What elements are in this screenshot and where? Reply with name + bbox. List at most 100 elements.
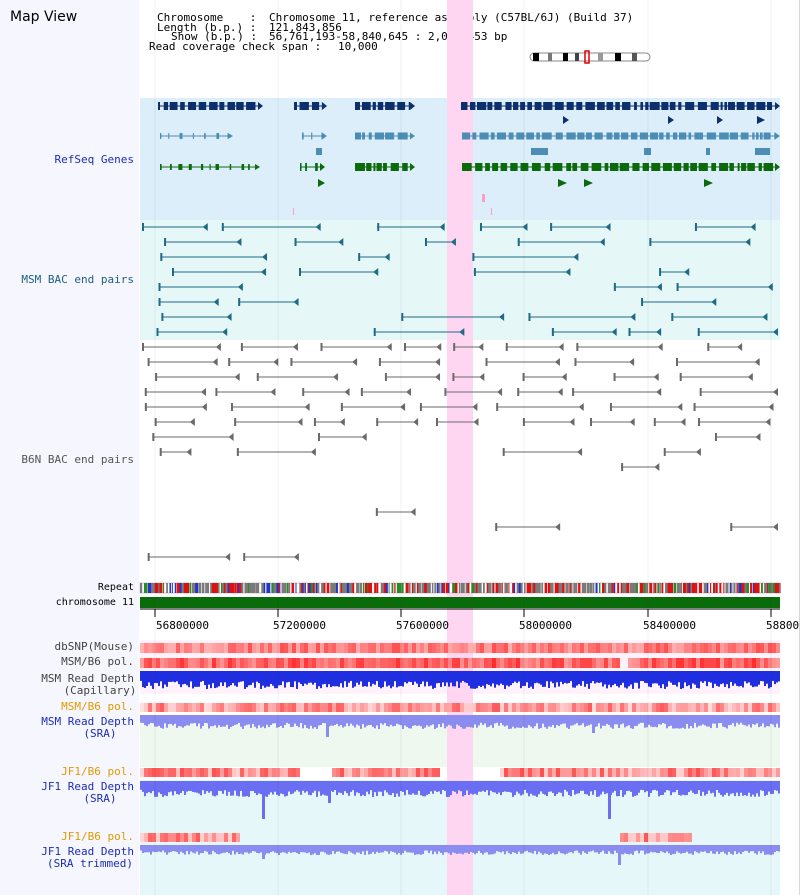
depth-bar bbox=[650, 781, 652, 793]
depth-bar bbox=[372, 715, 374, 727]
depth-bar bbox=[634, 845, 636, 852]
depth-bar bbox=[588, 715, 590, 726]
depth-bar bbox=[298, 781, 300, 792]
depth-bar bbox=[172, 845, 174, 852]
depth-bar bbox=[530, 781, 532, 794]
heat-cell bbox=[248, 703, 252, 712]
heat-cell bbox=[436, 658, 440, 668]
depth-bar bbox=[604, 715, 606, 726]
depth-bar bbox=[254, 781, 256, 793]
repeat-feature bbox=[391, 583, 394, 593]
depth-bar bbox=[408, 845, 410, 853]
depth-bar bbox=[636, 781, 638, 796]
gene-exon bbox=[669, 102, 676, 110]
track-label-refseq[interactable]: RefSeq Genes bbox=[54, 153, 134, 166]
heat-cell bbox=[208, 833, 212, 842]
depth-bar bbox=[246, 715, 248, 725]
depth-bar bbox=[228, 715, 230, 729]
repeat-feature bbox=[589, 583, 593, 593]
ideogram-band bbox=[563, 53, 568, 61]
repeat-feature bbox=[166, 583, 168, 593]
bac-end bbox=[378, 358, 381, 366]
track-label-msm-bac[interactable]: MSM BAC end pairs bbox=[21, 273, 134, 286]
repeat-feature bbox=[513, 583, 516, 593]
chromosome-ideogram[interactable] bbox=[529, 50, 651, 64]
depth-bar bbox=[280, 845, 282, 853]
bac-end bbox=[320, 343, 323, 351]
repeat-feature bbox=[408, 583, 411, 593]
heat-cell bbox=[580, 643, 584, 653]
depth-bar bbox=[504, 845, 506, 855]
heat-cell bbox=[648, 658, 652, 668]
depth-bar bbox=[218, 781, 220, 791]
depth-bar bbox=[552, 671, 554, 684]
depth-bar bbox=[564, 671, 566, 683]
depth-bar bbox=[516, 781, 518, 792]
heat-cell bbox=[440, 658, 444, 668]
depth-bar bbox=[610, 671, 612, 688]
depth-bar bbox=[678, 781, 680, 795]
depth-bar bbox=[616, 671, 618, 687]
bac-end bbox=[358, 253, 361, 261]
heat-cell bbox=[212, 768, 216, 777]
heat-cell bbox=[684, 833, 688, 842]
depth-bar bbox=[520, 715, 522, 728]
bac-end bbox=[298, 268, 301, 276]
depth-bar bbox=[276, 781, 278, 795]
depth-bar bbox=[300, 715, 302, 723]
b6n-bac-end-pair-features[interactable] bbox=[142, 343, 778, 561]
depth-bar bbox=[744, 715, 746, 726]
heat-cell bbox=[684, 703, 688, 712]
gene-exon bbox=[160, 133, 162, 139]
heat-cell bbox=[292, 658, 296, 668]
refseq-gene-features[interactable] bbox=[158, 102, 780, 215]
depth-bar bbox=[540, 671, 542, 685]
gene-exon bbox=[492, 163, 499, 171]
bac-end bbox=[384, 373, 387, 381]
depth-bar bbox=[712, 671, 714, 688]
heat-cell bbox=[292, 768, 296, 777]
heat-cell bbox=[404, 643, 408, 653]
heat-cell bbox=[152, 768, 156, 777]
depth-bar bbox=[158, 671, 160, 686]
bac-end bbox=[144, 388, 147, 396]
heat-cell bbox=[200, 833, 204, 842]
depth-bar bbox=[666, 845, 668, 852]
depth-bar bbox=[718, 671, 720, 687]
gene-exon bbox=[585, 102, 595, 110]
depth-bar bbox=[666, 781, 668, 791]
depth-bar bbox=[424, 715, 426, 728]
depth-bar bbox=[466, 671, 468, 684]
track-label-b6n-bac[interactable]: B6N BAC end pairs bbox=[21, 453, 134, 466]
bac-end bbox=[697, 328, 700, 336]
heat-cell bbox=[296, 768, 300, 777]
depth-bar bbox=[532, 715, 534, 729]
heat-cell bbox=[416, 703, 420, 712]
depth-bar bbox=[390, 671, 392, 689]
repeat-feature bbox=[768, 583, 773, 593]
depth-bar bbox=[562, 715, 564, 724]
track-label-jf1-depth-trimmed: JF1 Read Depth bbox=[41, 845, 134, 858]
bac-end bbox=[376, 418, 379, 426]
bac-end bbox=[238, 298, 241, 306]
depth-bar bbox=[472, 781, 474, 795]
depth-bar bbox=[724, 715, 726, 728]
repeat-feature bbox=[143, 583, 148, 593]
depth-bar bbox=[184, 845, 186, 855]
depth-bar bbox=[528, 715, 530, 726]
depth-bar bbox=[170, 671, 172, 682]
gene-exon bbox=[719, 163, 729, 171]
repeat-feature bbox=[495, 583, 500, 593]
depth-bar bbox=[372, 671, 374, 684]
heat-cell bbox=[184, 658, 188, 668]
depth-bar bbox=[430, 845, 432, 851]
depth-bar bbox=[262, 715, 264, 727]
gene-exon bbox=[355, 102, 360, 110]
depth-bar bbox=[576, 715, 578, 724]
heat-cell bbox=[760, 643, 764, 653]
depth-bar bbox=[494, 671, 496, 688]
depth-bar bbox=[378, 671, 380, 687]
msm-bac-end-pair-features[interactable] bbox=[142, 223, 778, 336]
heat-cell bbox=[348, 643, 352, 653]
